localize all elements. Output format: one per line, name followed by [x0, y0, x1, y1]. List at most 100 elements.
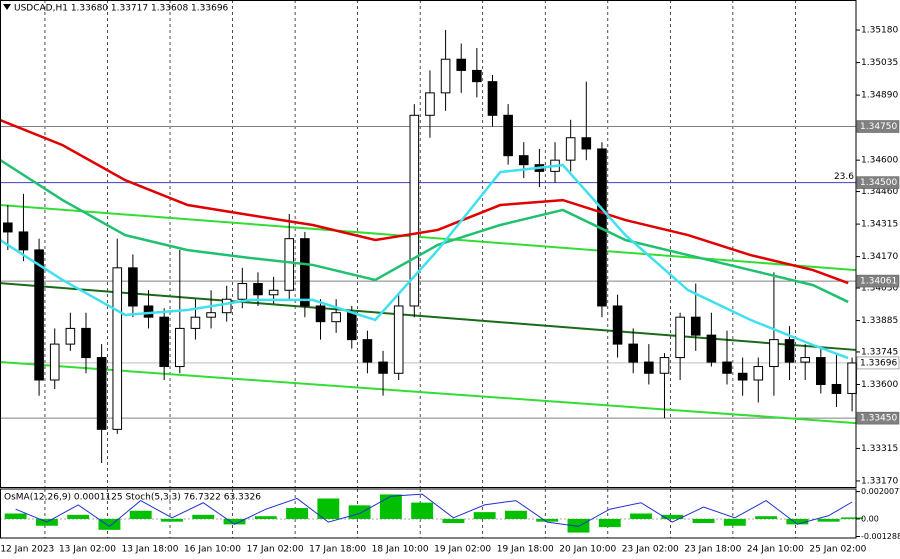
- candle-body: [96, 357, 107, 430]
- candle-body: [440, 58, 451, 94]
- osma-bar: [192, 514, 215, 519]
- candle-body: [675, 316, 685, 359]
- osma-bar: [223, 518, 246, 525]
- moving-average: [0, 158, 849, 304]
- chart-title: USDCAD,H1 1.33680 1.33717 1.33608 1.3369…: [14, 4, 229, 14]
- symbol-icon: [3, 4, 11, 10]
- candle-body: [253, 283, 263, 296]
- trendline: [0, 361, 857, 425]
- x-tick-label: 18 Jan 10:00: [372, 545, 429, 555]
- y-tick-label: 1.34890: [861, 91, 898, 101]
- candle-body: [769, 339, 779, 368]
- candle-body: [65, 327, 76, 345]
- candle-body: [722, 361, 732, 374]
- osma-bar: [379, 494, 402, 519]
- candle-body: [706, 334, 717, 363]
- candle-body: [34, 249, 44, 381]
- osma-bar: [129, 510, 152, 519]
- candle-body: [456, 58, 467, 71]
- price-box-label: 1.33696: [860, 358, 897, 368]
- candle-body: [3, 222, 13, 233]
- x-tick-label: 25 Jan 02:00: [809, 545, 866, 555]
- candle-body: [847, 362, 857, 394]
- candle-body: [409, 114, 420, 307]
- candle-body: [300, 238, 310, 307]
- y-tick-label: 1.35035: [861, 58, 898, 68]
- candle-body: [784, 339, 795, 363]
- osma-bar: [692, 518, 715, 524]
- osma-bar: [661, 514, 684, 519]
- candle-body: [581, 137, 592, 150]
- price-box: [856, 274, 900, 288]
- candle-body: [737, 372, 748, 381]
- y-tick-label: 1.33170: [861, 476, 898, 486]
- y-tick-label: 1.34170: [861, 252, 898, 262]
- price-box-label: 1.34750: [860, 122, 897, 132]
- indicator-title: OsMA(12,26,9) 0.0001125 Stoch(5,3,3) 76.…: [4, 493, 261, 503]
- price-box-label: 1.33450: [860, 414, 897, 424]
- x-tick-label: 23 Jan 02:00: [622, 545, 679, 555]
- candle-body: [393, 305, 404, 374]
- osma-bar: [786, 518, 809, 525]
- candle-body: [112, 267, 123, 430]
- stoch-line: [15, 493, 853, 528]
- y-tick-label: 1.34600: [861, 156, 898, 166]
- price-box: [856, 176, 900, 189]
- x-tick-label: 19 Jan 18:00: [497, 545, 554, 555]
- x-tick-label: 20 Jan 10:00: [559, 545, 616, 555]
- candle-body: [128, 267, 138, 307]
- x-tick-label: 12 Jan 2023: [0, 545, 54, 555]
- y-tick-label: 1.34460: [861, 187, 898, 197]
- candle-body: [690, 316, 701, 336]
- candle-body: [425, 92, 435, 116]
- candle-body: [346, 312, 357, 341]
- osma-bar: [473, 512, 496, 519]
- price-box: [856, 120, 900, 133]
- x-tick-label: 17 Jan 18:00: [309, 545, 366, 555]
- candle-body: [753, 366, 764, 381]
- candle-body: [284, 238, 295, 291]
- x-tick-label: 23 Jan 18:00: [684, 545, 741, 555]
- y-tick-label: 1.33745: [861, 347, 898, 357]
- candle-body: [159, 316, 169, 368]
- x-tick-label: 13 Jan 02:00: [59, 545, 116, 555]
- osma-bar: [286, 508, 309, 519]
- candle-body: [628, 343, 639, 363]
- x-tick-label: 17 Jan 02:00: [247, 545, 304, 555]
- osma-bar: [841, 517, 864, 519]
- osma-bar: [254, 516, 277, 519]
- candle-body: [644, 361, 654, 374]
- candle-body: [565, 137, 576, 161]
- candle-body: [800, 357, 810, 363]
- y-tick-label: 1.34315: [861, 220, 898, 230]
- osma-bar: [755, 516, 778, 519]
- x-tick-label: 13 Jan 18:00: [121, 545, 178, 555]
- y-tick-label: 1.34030: [861, 284, 898, 294]
- x-tick-label: 24 Jan 10:00: [747, 545, 804, 555]
- candle-body: [206, 312, 216, 318]
- x-tick-label: 19 Jan 02:00: [434, 545, 491, 555]
- y-tick-label: -0.0012888: [861, 532, 900, 541]
- candle-body: [190, 316, 201, 329]
- osma-bar: [505, 510, 527, 519]
- price-box-label: 1.34500: [860, 178, 897, 188]
- candle-body: [378, 361, 388, 374]
- trendline: [0, 204, 857, 272]
- candle-body: [315, 305, 326, 323]
- candle-body: [18, 231, 29, 251]
- candle-body: [831, 383, 842, 394]
- y-tick-label: 0.00: [861, 514, 879, 523]
- candle-body: [362, 339, 373, 363]
- osma-bar: [442, 518, 465, 524]
- candle-body: [49, 343, 60, 381]
- x-tick-label: 16 Jan 10:00: [184, 545, 241, 555]
- indicator-frame: [0, 488, 857, 539]
- candle-body: [221, 298, 232, 314]
- candle-body: [81, 327, 91, 359]
- y-tick-label: 1.33885: [861, 316, 898, 326]
- osma-bar: [348, 505, 371, 519]
- y-tick-label: 1.33600: [861, 380, 898, 390]
- y-tick-label: 1.33315: [861, 444, 898, 454]
- osma-bar: [161, 518, 183, 522]
- osma-bar: [317, 498, 340, 519]
